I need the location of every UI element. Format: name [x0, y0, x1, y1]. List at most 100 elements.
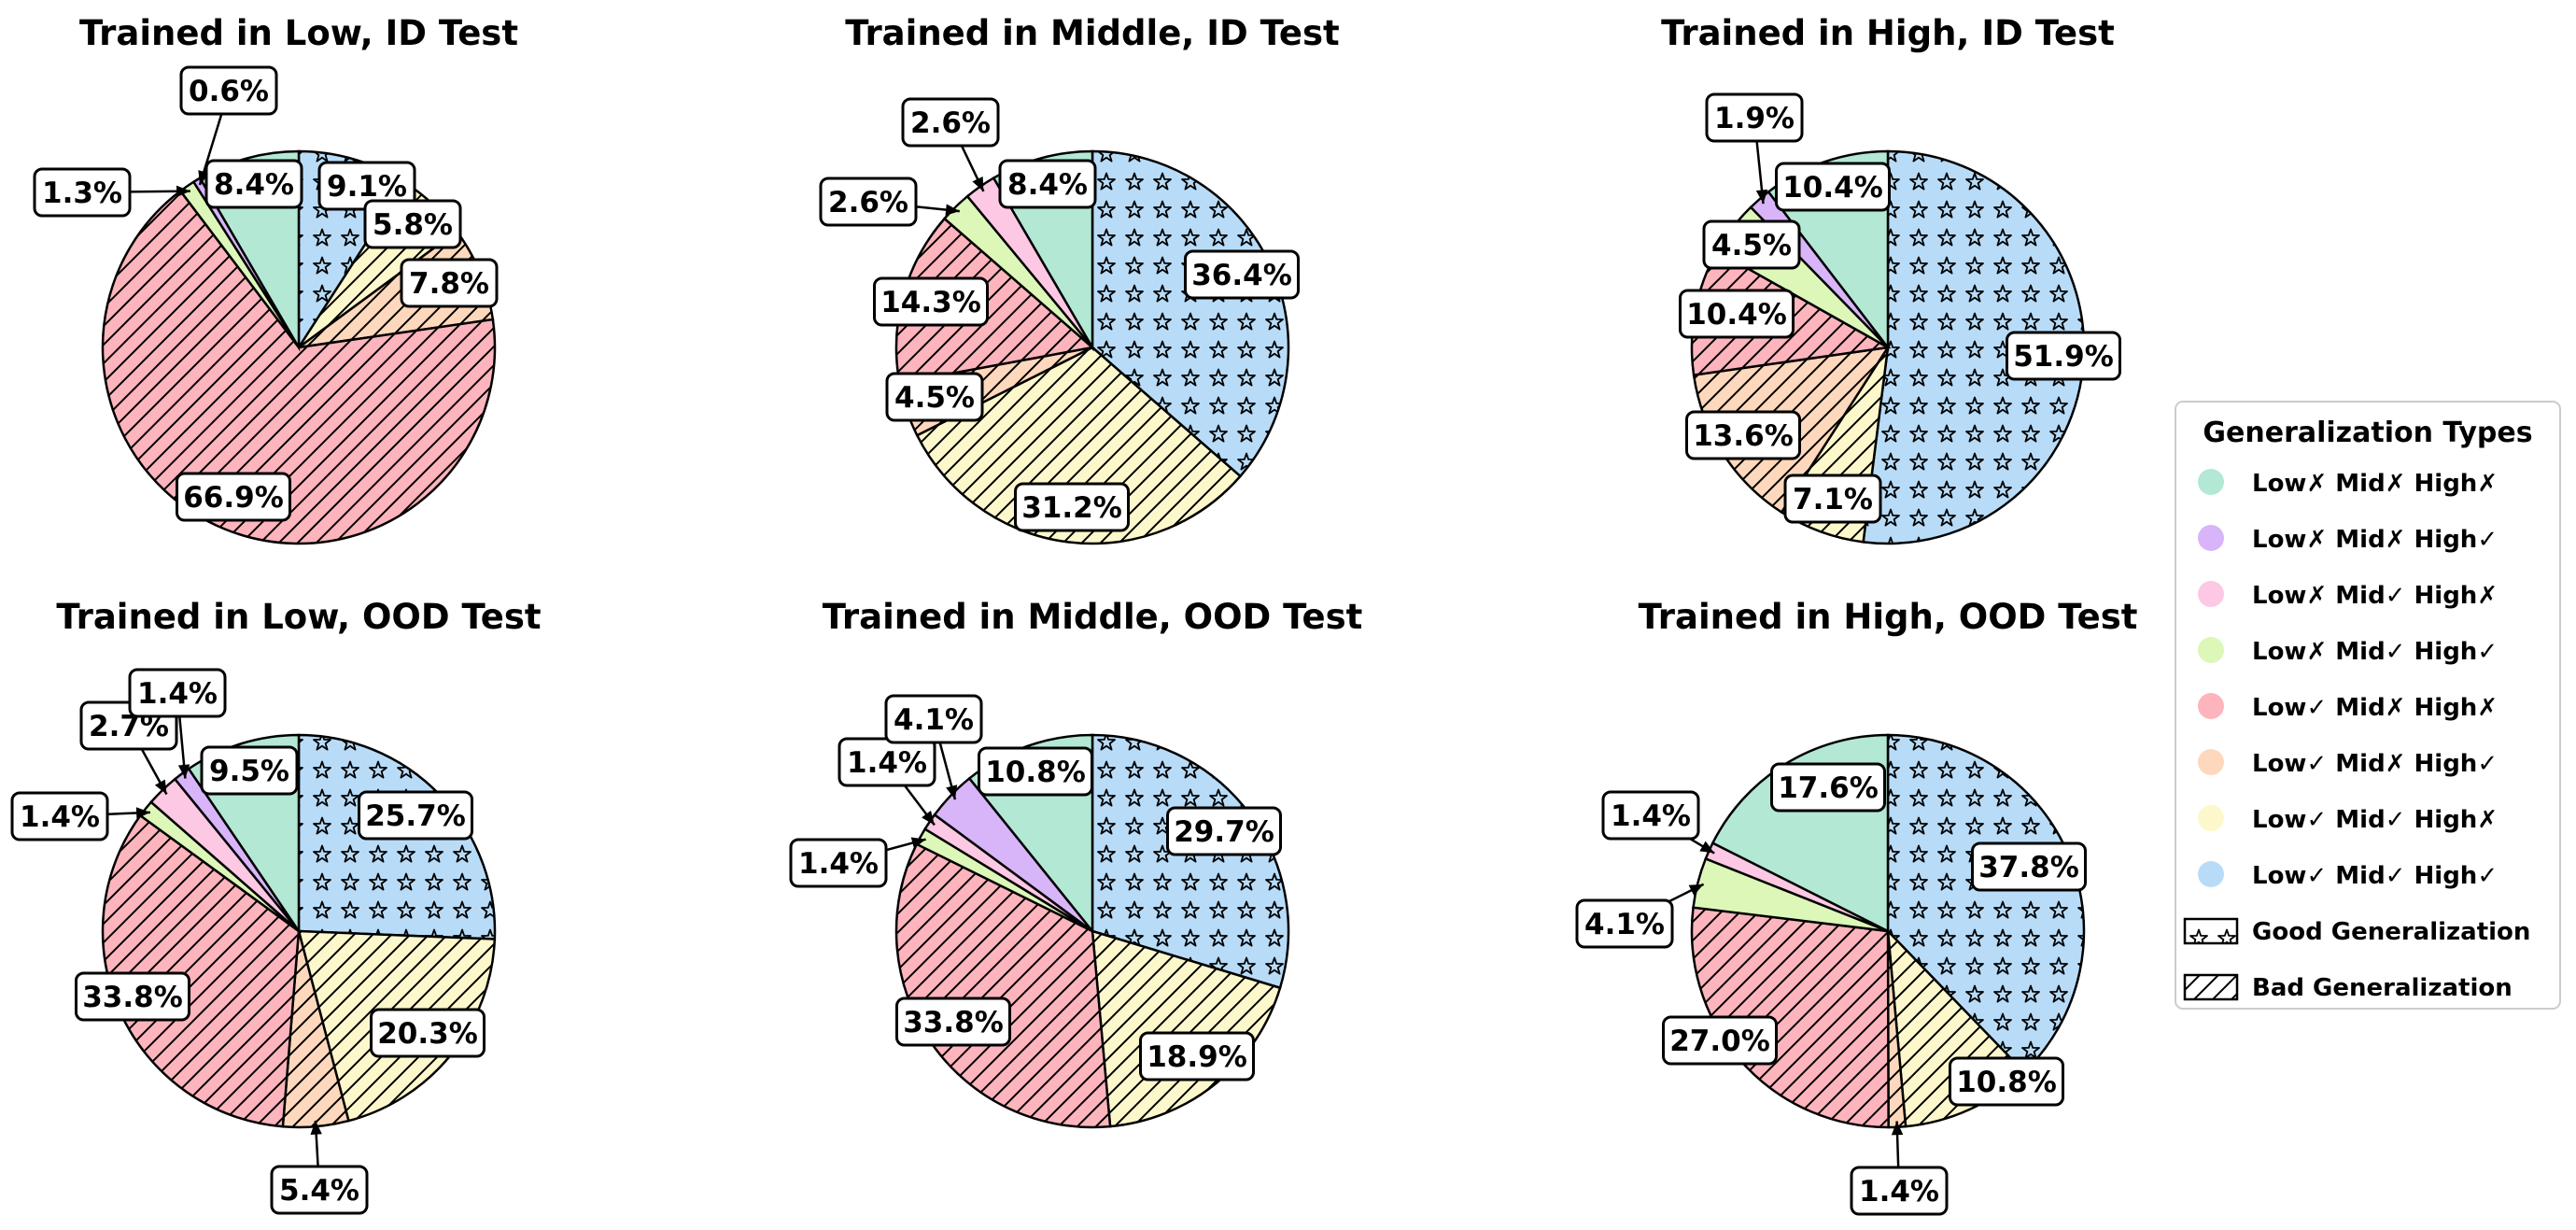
- data-label-box: [200, 745, 299, 796]
- pie-slice-pattern: [1888, 735, 2084, 1072]
- legend: Generalization Types Low✗ Mid✗ High✗ Low✗ …: [2175, 401, 2561, 1010]
- data-label: 37.8%: [1971, 841, 2087, 892]
- data-label-box: [75, 971, 190, 1022]
- data-label-text: 9.5%: [209, 755, 289, 788]
- data-label-box: [873, 276, 989, 327]
- pie-slice: [1091, 929, 1282, 1128]
- data-label-box: [270, 1165, 369, 1215]
- pie-slice-pattern: [103, 191, 495, 544]
- data-label: 1.4%: [1601, 790, 1700, 841]
- data-label: 5.8%: [363, 199, 462, 249]
- pie-title: Trained in High, ID Test: [1661, 13, 2115, 53]
- data-label-box: [1184, 249, 1300, 300]
- data-label: 31.2%: [1014, 482, 1130, 532]
- data-label-box: [901, 97, 1000, 148]
- legend-item: Low✓ Mid✗ High✓: [2198, 749, 2498, 778]
- legend-item-label: Low✗ Mid✓ High✓: [2252, 638, 2498, 666]
- data-label-box: [884, 694, 983, 744]
- pie-slice-pattern: [282, 931, 349, 1127]
- data-label: 1.9%: [1705, 92, 1804, 143]
- legend-item: Bad Generalization: [2183, 973, 2513, 1002]
- data-label: 1.4%: [10, 791, 109, 841]
- data-label: 13.6%: [1685, 410, 1801, 460]
- legend-item-label: Low✓ Mid✗ High✓: [2252, 750, 2498, 778]
- label-arrow-head: [135, 807, 150, 819]
- data-label: 1.4%: [838, 737, 936, 787]
- data-label-box: [179, 65, 278, 116]
- data-label: 33.8%: [75, 971, 190, 1022]
- pie-panel-2: Trained in Middle, ID Test 36.4% 31.2% 4.5%…: [819, 13, 1340, 545]
- data-label: 1.4%: [128, 668, 227, 718]
- pie-slice-pattern: [1863, 151, 2084, 544]
- data-label-box: [1850, 1166, 1949, 1216]
- pie-title: Trained in Middle, ID Test: [845, 13, 1339, 53]
- data-label-text: 1.4%: [1859, 1175, 1939, 1209]
- data-label-box: [789, 838, 888, 888]
- data-label-box: [895, 997, 1011, 1047]
- data-label-box: [10, 791, 109, 841]
- legend-swatch-dot: [2198, 637, 2224, 663]
- data-label-box: [1601, 790, 1700, 841]
- data-label-text: 7.8%: [409, 267, 489, 301]
- legend-item: Low✗ Mid✓ High✓: [2198, 637, 2498, 666]
- data-label-text: 2.6%: [828, 186, 908, 219]
- data-label: 8.4%: [998, 159, 1097, 209]
- data-label-text: 31.2%: [1021, 491, 1122, 525]
- legend-item-label: Low✓ Mid✓ High✓: [2252, 862, 2498, 890]
- data-label-box: [1575, 898, 1674, 949]
- data-label: 0.6%: [179, 65, 278, 116]
- label-arrow-head: [946, 785, 958, 800]
- data-label-box: [370, 1008, 486, 1058]
- data-label-box: [998, 159, 1097, 209]
- legend-item-label: Low✓ Mid✓ High✗: [2252, 806, 2498, 834]
- data-label: 2.6%: [819, 177, 918, 227]
- data-label-box: [2006, 331, 2121, 381]
- data-label: 14.3%: [873, 276, 989, 327]
- data-label-text: 36.4%: [1191, 259, 1292, 292]
- pie-slice-pattern: [1092, 931, 1281, 1127]
- pie-slice-pattern: [896, 219, 1092, 384]
- legend-item: Low✓ Mid✓ High✗: [2198, 805, 2498, 834]
- data-label: 1.3%: [33, 167, 132, 218]
- pie-slice-pattern: [1692, 907, 1889, 1127]
- data-label-text: 20.3%: [377, 1017, 478, 1051]
- legend-swatch-dot: [2198, 693, 2224, 719]
- label-arrow-head: [1755, 189, 1768, 205]
- legend-item-label: Low✗ Mid✗ High✓: [2252, 526, 2498, 554]
- label-arrow-head: [1688, 884, 1704, 896]
- data-label-text: 10.4%: [1782, 171, 1883, 205]
- data-label-text: 66.9%: [183, 481, 284, 515]
- pie-slice: [1862, 149, 2086, 545]
- label-arrow-head: [922, 810, 935, 826]
- label-arrow-head: [945, 204, 960, 216]
- data-label: 66.9%: [176, 472, 291, 522]
- data-label-text: 10.8%: [985, 756, 1086, 789]
- label-arrow-head: [154, 779, 167, 795]
- data-label-box: [1139, 1031, 1255, 1082]
- legend-item: Low✗ Mid✗ High✗: [2198, 469, 2498, 498]
- legend-swatch-dot: [2198, 525, 2224, 551]
- data-label-text: 1.3%: [42, 177, 122, 210]
- data-label-text: 0.6%: [189, 75, 269, 108]
- data-label: 29.7%: [1166, 806, 1282, 856]
- pie-slice-pattern: [895, 843, 1111, 1127]
- data-label-box: [1685, 410, 1801, 460]
- label-arrow-head: [177, 764, 190, 779]
- pie-panel-6: Trained in High, OOD Test 37.8% 10.8% 1.4% 2…: [1575, 597, 2137, 1216]
- data-label: 1.4%: [1850, 1166, 1949, 1216]
- legend-swatch-dot: [2198, 749, 2224, 775]
- legend-item-label: Bad Generalization: [2252, 974, 2513, 1002]
- data-label-text: 8.4%: [214, 168, 294, 202]
- data-label: 7.8%: [400, 258, 499, 308]
- pie-panel-3: Trained in High, ID Test 51.9% 7.1% 13.6% 10…: [1661, 13, 2121, 545]
- data-label-box: [363, 199, 462, 249]
- pie-panel-5: Trained in Middle, OOD Test 29.7% 18.9% 33.…: [789, 597, 1362, 1129]
- data-label: 5.4%: [270, 1165, 369, 1215]
- legend-frame: [2175, 401, 2561, 1010]
- data-label: 8.4%: [204, 159, 303, 209]
- data-label-box: [204, 159, 303, 209]
- data-label: 25.7%: [358, 790, 473, 841]
- data-label-text: 27.0%: [1669, 1025, 1770, 1058]
- data-label-text: 2.6%: [910, 106, 991, 140]
